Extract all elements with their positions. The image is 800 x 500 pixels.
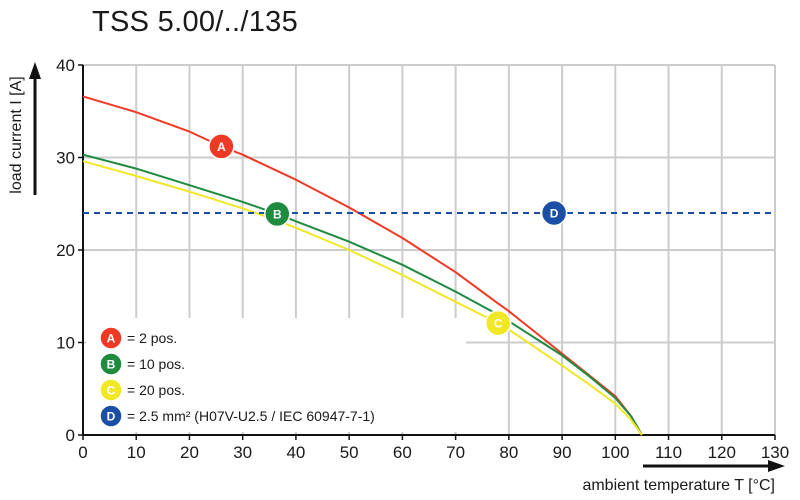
legend-marker-d — [99, 404, 123, 428]
legend-marker-a-letter: A — [107, 332, 116, 346]
x-tick-label: 100 — [601, 443, 629, 462]
y-tick-label: 10 — [56, 334, 75, 353]
x-tick-label: 90 — [553, 443, 572, 462]
series-line-c — [82, 160, 643, 436]
curve-marker-b — [264, 200, 291, 228]
x-axis-title: ambient temperature T [°C] — [582, 477, 775, 494]
legend-marker-b — [99, 352, 123, 376]
legend: A = 2 pos. B = 10 pos. C = 20 pos. D = 2.5 mm² … — [99, 326, 375, 428]
y-tick-label: 40 — [56, 56, 75, 75]
legend-marker-b-letter: B — [107, 358, 116, 372]
x-tick-label: 50 — [340, 443, 359, 462]
curve-marker-b-letter: B — [273, 207, 282, 221]
y-axis-arrow-head — [29, 62, 41, 79]
chart-title: TSS 5.00/../135 — [92, 6, 299, 38]
x-tick-label: 0 — [78, 443, 87, 462]
series-line-a — [82, 95, 643, 436]
curve-marker-a — [208, 133, 235, 160]
curve-marker-d-letter: D — [550, 207, 559, 221]
x-tick-label: 120 — [708, 443, 736, 462]
legend-background — [86, 318, 466, 432]
y-tick-label: 30 — [56, 149, 75, 168]
legend-marker-c — [99, 378, 123, 402]
x-tick-label: 10 — [127, 443, 146, 462]
series-line-b — [82, 153, 643, 436]
legend-marker-a — [99, 326, 123, 350]
y-tick-label: 20 — [56, 241, 75, 260]
x-tick-label: 130 — [761, 443, 789, 462]
curve-marker-d — [540, 199, 568, 227]
x-tick-label: 20 — [180, 443, 199, 462]
curve-markers: A B C D — [208, 133, 568, 337]
y-axis-title: load current I [A] — [8, 76, 25, 193]
axes: 0 10 20 30 40 50 60 70 80 90 100 110 120 130 0 10 20 30 40… — [8, 56, 789, 494]
legend-text-a: = 2 pos. — [127, 330, 177, 346]
legend-marker-c-letter: C — [107, 384, 116, 398]
x-axis-arrow-head — [768, 460, 785, 472]
x-tick-label: 60 — [393, 443, 412, 462]
y-tick-label: 0 — [66, 426, 75, 445]
x-tick-label: 30 — [233, 443, 252, 462]
legend-text-b: = 10 pos. — [127, 356, 185, 372]
x-tick-label: 70 — [446, 443, 465, 462]
curve-marker-c-letter: C — [494, 317, 503, 331]
x-tick-label: 110 — [655, 443, 682, 462]
legend-text-d: = 2.5 mm² (H07V-U2.5 / IEC 60947-7-1) — [127, 408, 375, 424]
curve-marker-c — [484, 309, 512, 337]
x-tick-label: 80 — [499, 443, 518, 462]
legend-marker-d-letter: D — [107, 410, 116, 424]
x-tick-label: 40 — [286, 443, 305, 462]
curve-marker-a-letter: A — [217, 140, 226, 154]
series — [82, 95, 775, 436]
legend-text-c: = 20 pos. — [127, 382, 185, 398]
